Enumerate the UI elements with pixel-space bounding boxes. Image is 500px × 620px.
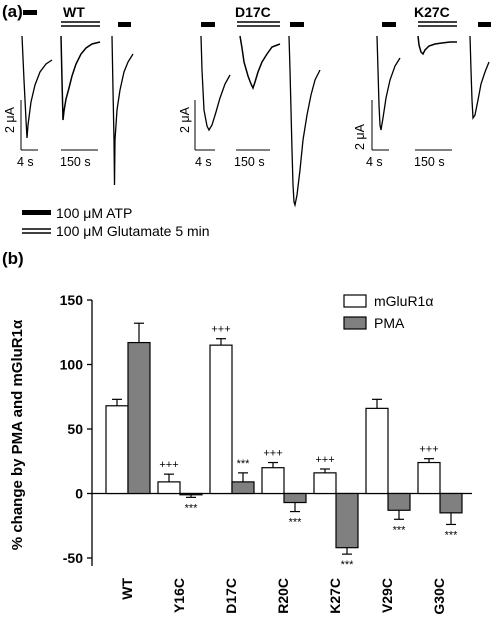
group-title: WT (63, 4, 85, 20)
trace-group-k27c: K27C 2 μA 4 s 150 s (353, 4, 491, 169)
bar-pma (179, 492, 203, 496)
bar-pma (387, 492, 411, 511)
y-tick-label: 150 (60, 292, 84, 308)
legend-label-mglur: mGluR1α (374, 293, 433, 309)
atp-bar (290, 22, 304, 27)
current-trace-atp-after (288, 35, 321, 208)
current-trace-atp (21, 35, 53, 139)
trace-legend: 100 μM ATP 100 μM Glutamate 5 min (22, 205, 210, 239)
group-title: D17C (235, 4, 271, 20)
category-label: WT (119, 578, 135, 600)
y-axis-title: % change by PMA and mGluR1α (9, 319, 26, 550)
significance-label: +++ (419, 444, 438, 456)
y-tick-label: 50 (67, 421, 83, 437)
atp-bar (382, 22, 396, 27)
current-trace-atp-after (111, 35, 134, 186)
significance-label: +++ (159, 459, 178, 471)
bar-pma (283, 492, 307, 504)
significance-label: +++ (315, 454, 334, 466)
category-label: G30C (431, 578, 447, 615)
current-trace-glutamate (60, 35, 101, 121)
current-trace-atp-after (469, 35, 490, 120)
time-scale-label: 150 s (414, 155, 445, 169)
significance-label: +++ (211, 324, 230, 336)
atp-bar (478, 22, 491, 27)
current-trace-atp (376, 35, 401, 131)
current-scale-label: 2 μA (353, 123, 367, 150)
time-scale-label: 4 s (366, 155, 383, 169)
significance-label: *** (289, 517, 303, 529)
current-trace-glutamate (239, 35, 281, 90)
bar-pma (127, 341, 151, 495)
time-scale-label: 150 s (234, 155, 265, 169)
significance-label: *** (341, 559, 355, 571)
atp-bar (118, 22, 131, 27)
bar-mglur (157, 481, 181, 495)
bar-mglur (417, 461, 441, 495)
significance-label: *** (393, 524, 407, 536)
y-tick-label: -50 (63, 550, 83, 566)
group-title: K27C (414, 4, 450, 20)
bar-pma (439, 492, 463, 514)
category-label: V29C (379, 578, 395, 613)
legend-label-pma: PMA (374, 315, 405, 331)
current-scale-label: 2 μA (3, 106, 17, 133)
panel-a-label: (a) (2, 2, 23, 21)
bar-pma (231, 481, 255, 495)
legend-swatch-mglur (343, 294, 367, 308)
significance-label: +++ (263, 448, 282, 460)
category-label: K27C (327, 578, 343, 614)
bar-mglur (365, 407, 389, 495)
bar-mglur (105, 405, 129, 495)
y-tick-label: 0 (75, 486, 83, 502)
significance-label: *** (237, 458, 251, 470)
atp-legend-swatch (22, 210, 51, 215)
significance-label: *** (445, 529, 459, 541)
time-scale-label: 150 s (60, 155, 91, 169)
category-label: Y16C (171, 578, 187, 613)
trace-group-d17c: D17C 2 μA 4 s 150 s (178, 4, 321, 208)
current-trace-atp (200, 35, 231, 132)
bar-pma (335, 492, 359, 549)
bar-mglur (261, 467, 285, 495)
atp-legend-label: 100 μM ATP (56, 205, 132, 221)
bar-mglur (313, 472, 337, 495)
category-label: R20C (275, 578, 291, 614)
current-trace-glutamate (417, 35, 457, 56)
category-label: D17C (223, 578, 239, 614)
atp-bar (201, 22, 215, 27)
chart-legend: mGluR1α PMA (343, 293, 433, 331)
y-tick-label: 100 (60, 357, 84, 373)
atp-bar (23, 10, 37, 15)
current-scale-label: 2 μA (178, 106, 192, 133)
bar-mglur (209, 344, 233, 495)
significance-label: *** (185, 502, 199, 514)
panel-b-label: (b) (2, 249, 24, 268)
time-scale-label: 4 s (195, 155, 212, 169)
legend-swatch-pma (343, 316, 367, 330)
bar-chart: -50 0 50 100 150 WT +++ *** Y16C +++ *** D17C +++ ***… (60, 292, 472, 615)
time-scale-label: 4 s (17, 155, 34, 169)
trace-group-wt: WT 2 μA 4 s 150 s (3, 4, 134, 186)
glutamate-legend-label: 100 μM Glutamate 5 min (56, 223, 210, 239)
